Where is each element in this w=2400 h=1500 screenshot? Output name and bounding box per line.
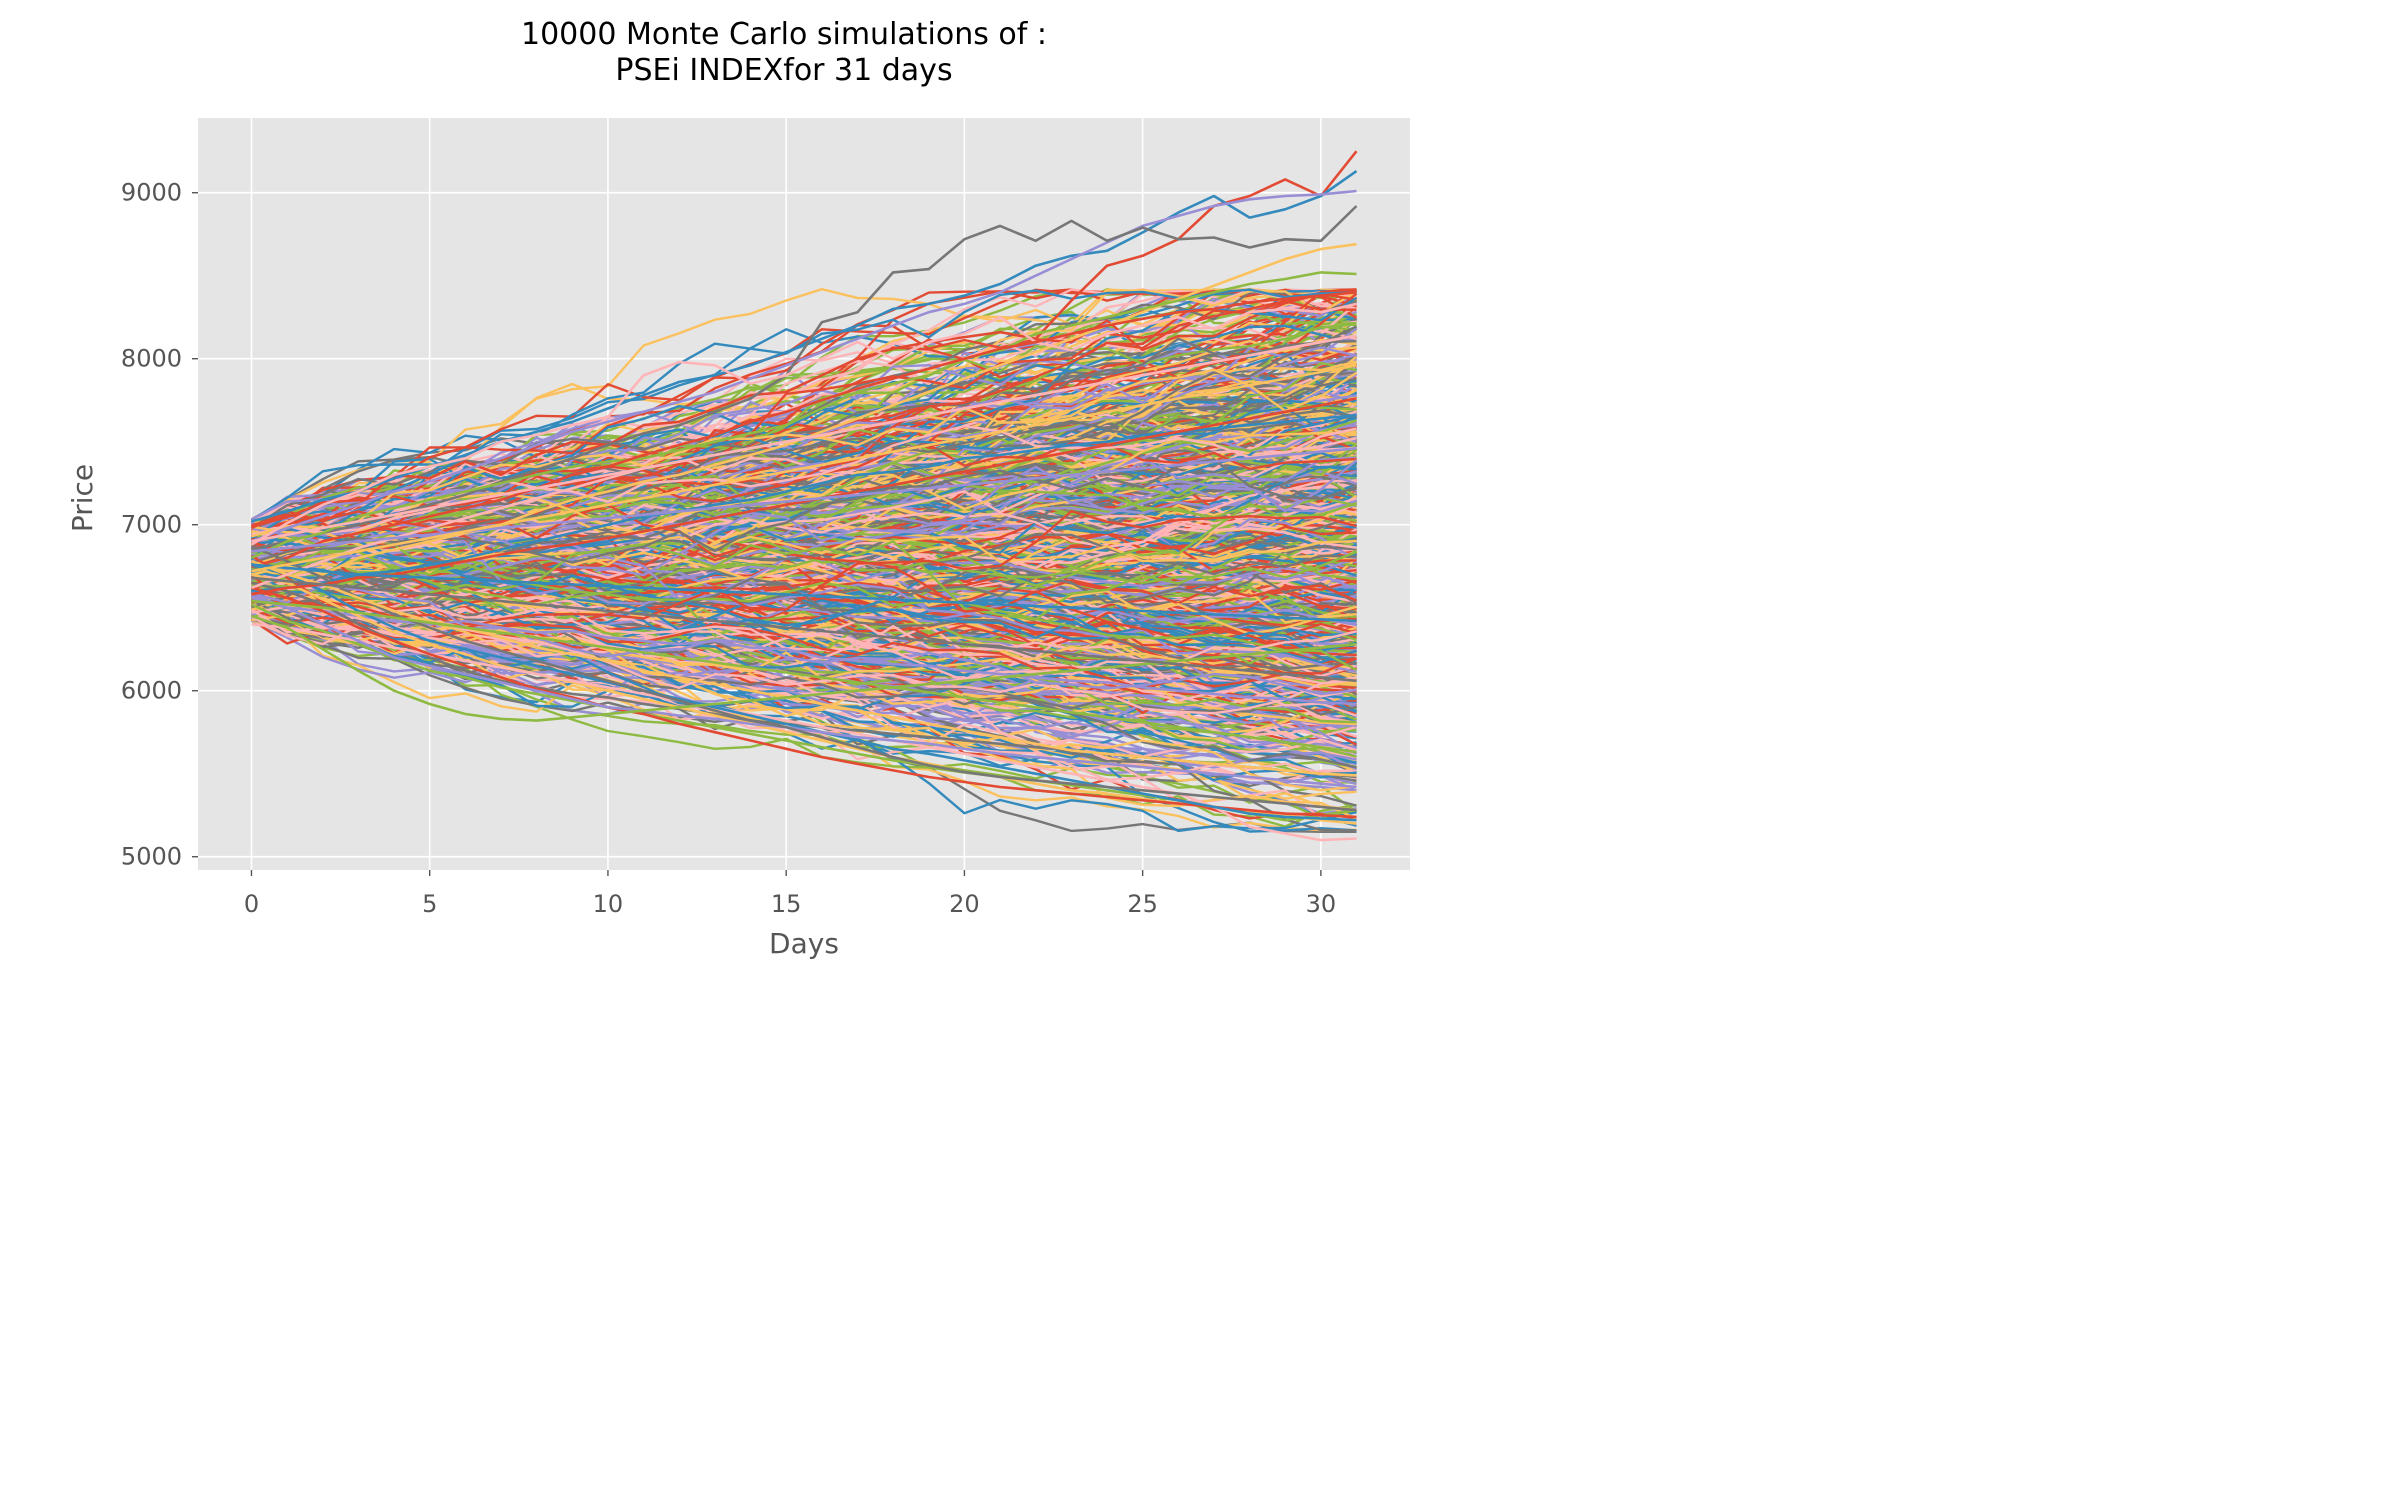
series-line	[251, 614, 1357, 722]
x-tick-label: 30	[1306, 890, 1337, 918]
simulation-path	[250, 288, 1357, 561]
series-line	[250, 150, 1358, 530]
y-axis-ticks: 5000 6000 7000 8000 9000	[121, 179, 198, 871]
simulation-path	[251, 540, 1357, 611]
simulation-path	[250, 509, 1357, 630]
series-line	[250, 302, 1357, 546]
y-axis-label: Price	[66, 464, 99, 532]
simulation-path	[251, 583, 1357, 696]
simulation-path	[251, 288, 1357, 525]
y-tick-label: 6000	[121, 677, 182, 705]
y-tick-label: 5000	[121, 843, 182, 871]
series-line	[251, 447, 1357, 553]
series-lines	[250, 150, 1358, 842]
simulation-path	[251, 604, 1357, 769]
series-line	[251, 576, 1357, 683]
monte-carlo-line-chart: 10000 Monte Carlo simulations of : PSEi …	[66, 17, 1410, 960]
x-tick-label: 5	[422, 890, 437, 918]
simulation-path	[251, 368, 1358, 538]
x-tick-label: 0	[244, 890, 259, 918]
x-axis-ticks: 0 5 10 15 20 25 30	[244, 870, 1336, 918]
simulation-path	[250, 465, 1357, 554]
series-line	[251, 291, 1357, 568]
series-line	[251, 364, 1357, 573]
series-line	[251, 563, 1357, 822]
simulation-path	[251, 525, 1357, 566]
simulation-path	[251, 442, 1357, 542]
series-line	[251, 559, 1357, 777]
simulation-path	[250, 545, 1357, 638]
series-line	[251, 586, 1357, 819]
simulation-path	[251, 532, 1357, 605]
simulation-path	[251, 607, 1357, 715]
series-line	[250, 545, 1357, 812]
series-line	[251, 334, 1357, 543]
series-line	[251, 205, 1358, 551]
chart-title-line-1: 10000 Monte Carlo simulations of :	[521, 17, 1047, 52]
chart-title: 10000 Monte Carlo simulations of : PSEi …	[521, 17, 1047, 88]
x-axis-label: Days	[769, 927, 839, 960]
simulation-path	[250, 337, 1357, 530]
simulation-path	[250, 615, 1357, 717]
y-tick-label: 9000	[121, 179, 182, 207]
series-line	[251, 593, 1357, 789]
chart-title-line-2: PSEi INDEXfor 31 days	[615, 53, 952, 88]
series-line	[251, 189, 1357, 543]
series-line	[251, 563, 1357, 623]
x-tick-label: 20	[949, 890, 980, 918]
simulation-path	[251, 549, 1358, 672]
simulation-path	[251, 572, 1357, 610]
simulation-path	[251, 502, 1357, 606]
x-tick-label: 25	[1127, 890, 1158, 918]
series-line	[250, 271, 1357, 560]
y-tick-label: 8000	[121, 345, 182, 373]
simulation-path	[251, 559, 1357, 699]
series-line	[251, 599, 1357, 754]
x-tick-label: 15	[771, 890, 802, 918]
y-tick-label: 7000	[121, 511, 182, 539]
simulation-path	[251, 424, 1357, 533]
series-line	[251, 397, 1357, 596]
x-tick-label: 10	[593, 890, 624, 918]
